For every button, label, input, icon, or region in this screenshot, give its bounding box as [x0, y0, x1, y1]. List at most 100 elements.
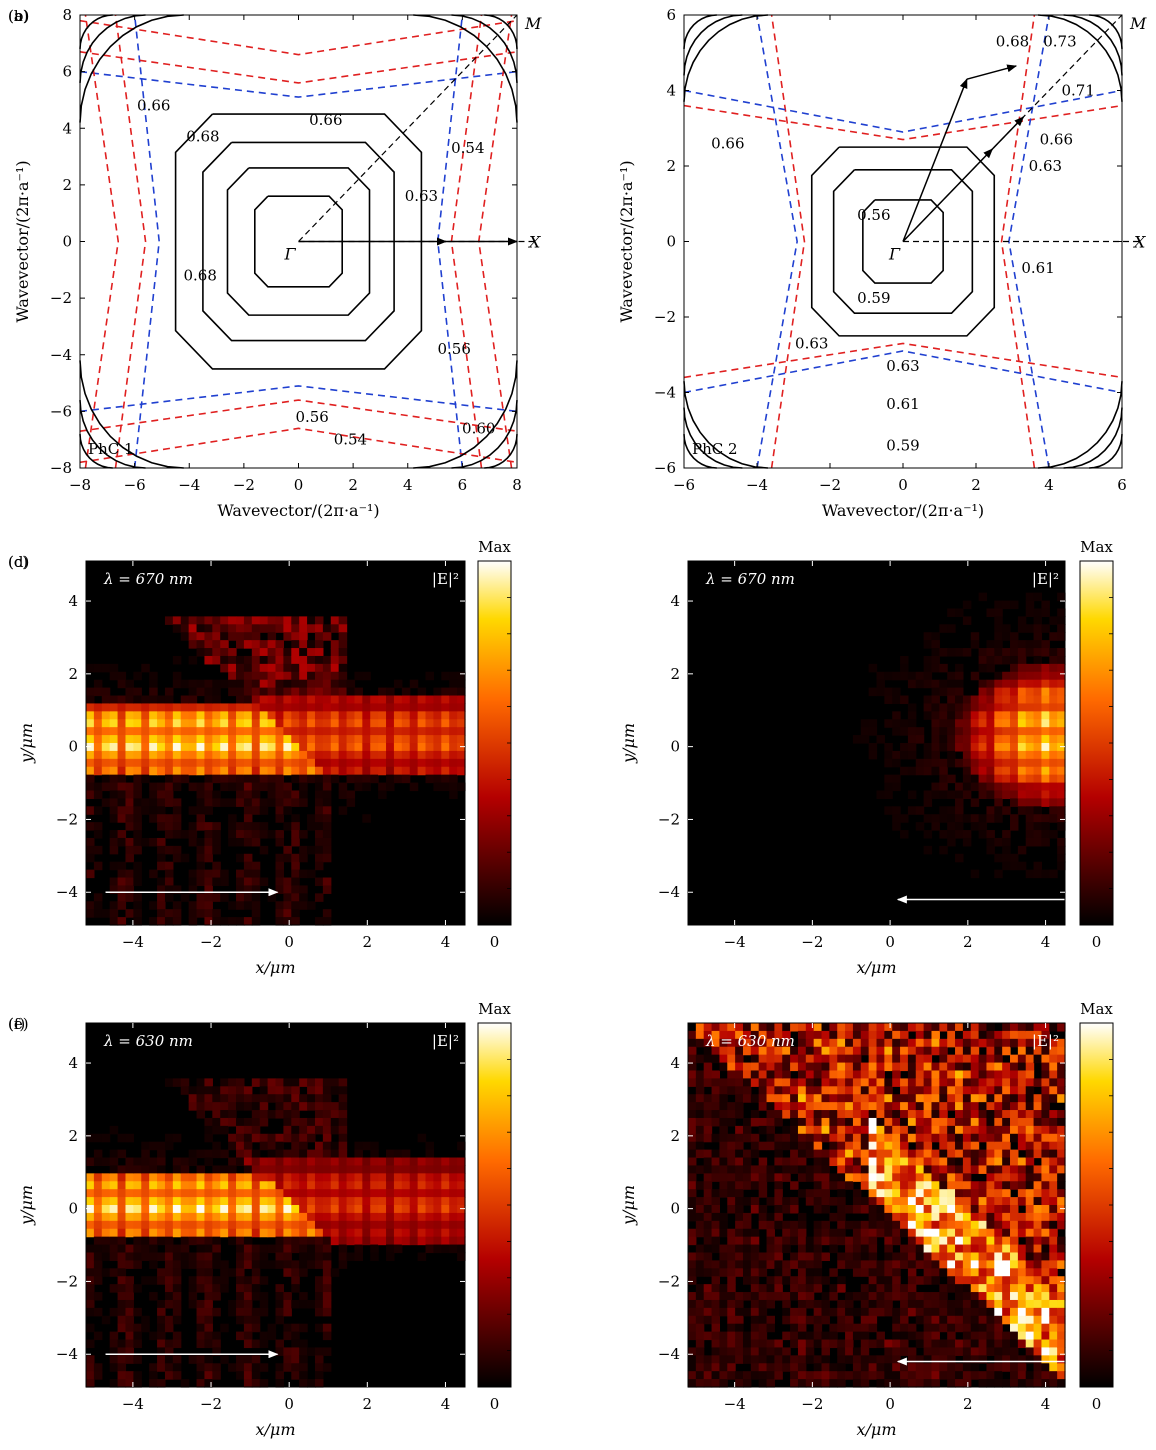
field-cell [338, 743, 348, 752]
field-cell [860, 1284, 870, 1293]
field-cell [852, 1236, 862, 1246]
field-cell [109, 1197, 119, 1206]
field-cell [837, 1347, 846, 1356]
field-cell [378, 719, 387, 728]
field-cell [986, 1133, 995, 1143]
field-cell [994, 1220, 1003, 1230]
field-cell [970, 719, 980, 728]
field-cell [196, 648, 206, 657]
field-cell [892, 1260, 901, 1269]
field-cell [93, 727, 103, 736]
field-cell [267, 743, 277, 752]
field-cell [133, 1307, 142, 1317]
field-cell [212, 648, 221, 657]
field-cell [172, 750, 182, 760]
field-cell [742, 1339, 752, 1349]
field-cell [947, 1157, 956, 1167]
field-cell [1033, 679, 1043, 689]
field-cell [93, 719, 103, 728]
field-cell [892, 1323, 901, 1333]
field-cell [962, 1157, 972, 1167]
field-cell [1002, 735, 1011, 744]
field-cell [923, 1252, 933, 1261]
field-cell [907, 1236, 917, 1246]
field-cell [172, 766, 182, 776]
field-cell [915, 1165, 925, 1174]
field-cell [955, 1236, 964, 1246]
field-cell [291, 1355, 300, 1364]
field-cell [338, 1260, 348, 1269]
field-cell [1017, 1363, 1027, 1372]
y-tick-label: −4 [50, 346, 72, 364]
field-cell [172, 885, 182, 894]
field-cell [711, 1292, 721, 1301]
field-cell [931, 1228, 940, 1238]
field-cell [829, 1030, 838, 1040]
field-cell [1010, 1157, 1019, 1167]
field-cell [884, 1030, 893, 1040]
field-cell [220, 1212, 229, 1222]
field-cell [330, 655, 340, 665]
field-cell [236, 830, 245, 839]
field-cell [813, 1038, 823, 1048]
field-cell [837, 1023, 846, 1032]
x-tick-label: 8 [512, 476, 522, 494]
field-cell [354, 1244, 363, 1254]
field-cell [1017, 790, 1027, 799]
field-cell [735, 1141, 744, 1151]
field-cell [727, 1371, 736, 1380]
field-cell [283, 766, 292, 776]
field-cell [915, 1315, 925, 1325]
field-cell [994, 743, 1003, 752]
field-cell [1049, 663, 1058, 673]
field-cell [1010, 1236, 1019, 1246]
field-cell [931, 679, 940, 689]
field-cell [1033, 1339, 1043, 1349]
field-cell [457, 671, 466, 681]
field-cell [923, 1244, 933, 1254]
field-cell [149, 766, 158, 776]
field-cell [283, 655, 292, 665]
field-cell [322, 1117, 332, 1127]
field-cell [868, 1023, 878, 1032]
field-cell [228, 727, 237, 736]
field-cell [1002, 1125, 1011, 1135]
field-cell [994, 624, 1003, 633]
field-cell [117, 1173, 127, 1182]
field-cell [907, 1094, 917, 1103]
field-cell [109, 1236, 119, 1246]
field-cell [314, 1173, 324, 1182]
field-cell [758, 1054, 768, 1064]
field-cell [907, 1371, 917, 1380]
field-cell [845, 1110, 854, 1119]
field-cell [719, 1252, 728, 1261]
field-cell [939, 1205, 948, 1214]
field-cell [204, 1252, 213, 1261]
field-cell [915, 1244, 925, 1254]
field-cell [322, 1331, 332, 1341]
field-cell [243, 830, 253, 839]
wavelength-label: λ = 630 nm [103, 1032, 193, 1050]
field-cell [196, 1276, 206, 1285]
field-cell [750, 1205, 760, 1214]
contour-line-0.68 [683, 433, 717, 469]
field-cell [727, 1157, 736, 1167]
field-cell [1033, 1149, 1043, 1159]
field-cell [417, 1181, 427, 1190]
field-cell [719, 1379, 728, 1388]
field-cell [915, 679, 925, 689]
field-cell [164, 1363, 174, 1372]
field-cell [86, 711, 95, 720]
x-tick-label: 2 [363, 1395, 373, 1413]
field-cell [797, 1268, 807, 1277]
field-cell [774, 1212, 783, 1222]
field-cell [338, 1189, 348, 1198]
field-cell [821, 1125, 830, 1135]
field-cell [797, 1141, 807, 1151]
field-cell [939, 1110, 948, 1119]
field-cell [774, 1054, 783, 1064]
field-cell [125, 687, 134, 697]
field-cell [236, 1133, 245, 1143]
field-cell [1033, 727, 1043, 736]
field-cell [243, 1299, 253, 1309]
